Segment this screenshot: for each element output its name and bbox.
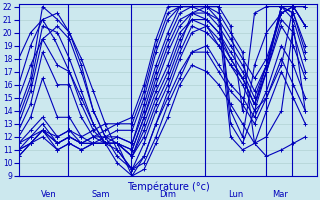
- Text: Lun: Lun: [228, 190, 244, 199]
- Text: Mar: Mar: [272, 190, 288, 199]
- Text: Sam: Sam: [92, 190, 110, 199]
- Text: Dim: Dim: [159, 190, 176, 199]
- Text: Ven: Ven: [41, 190, 56, 199]
- X-axis label: Température (°c): Température (°c): [127, 181, 209, 192]
